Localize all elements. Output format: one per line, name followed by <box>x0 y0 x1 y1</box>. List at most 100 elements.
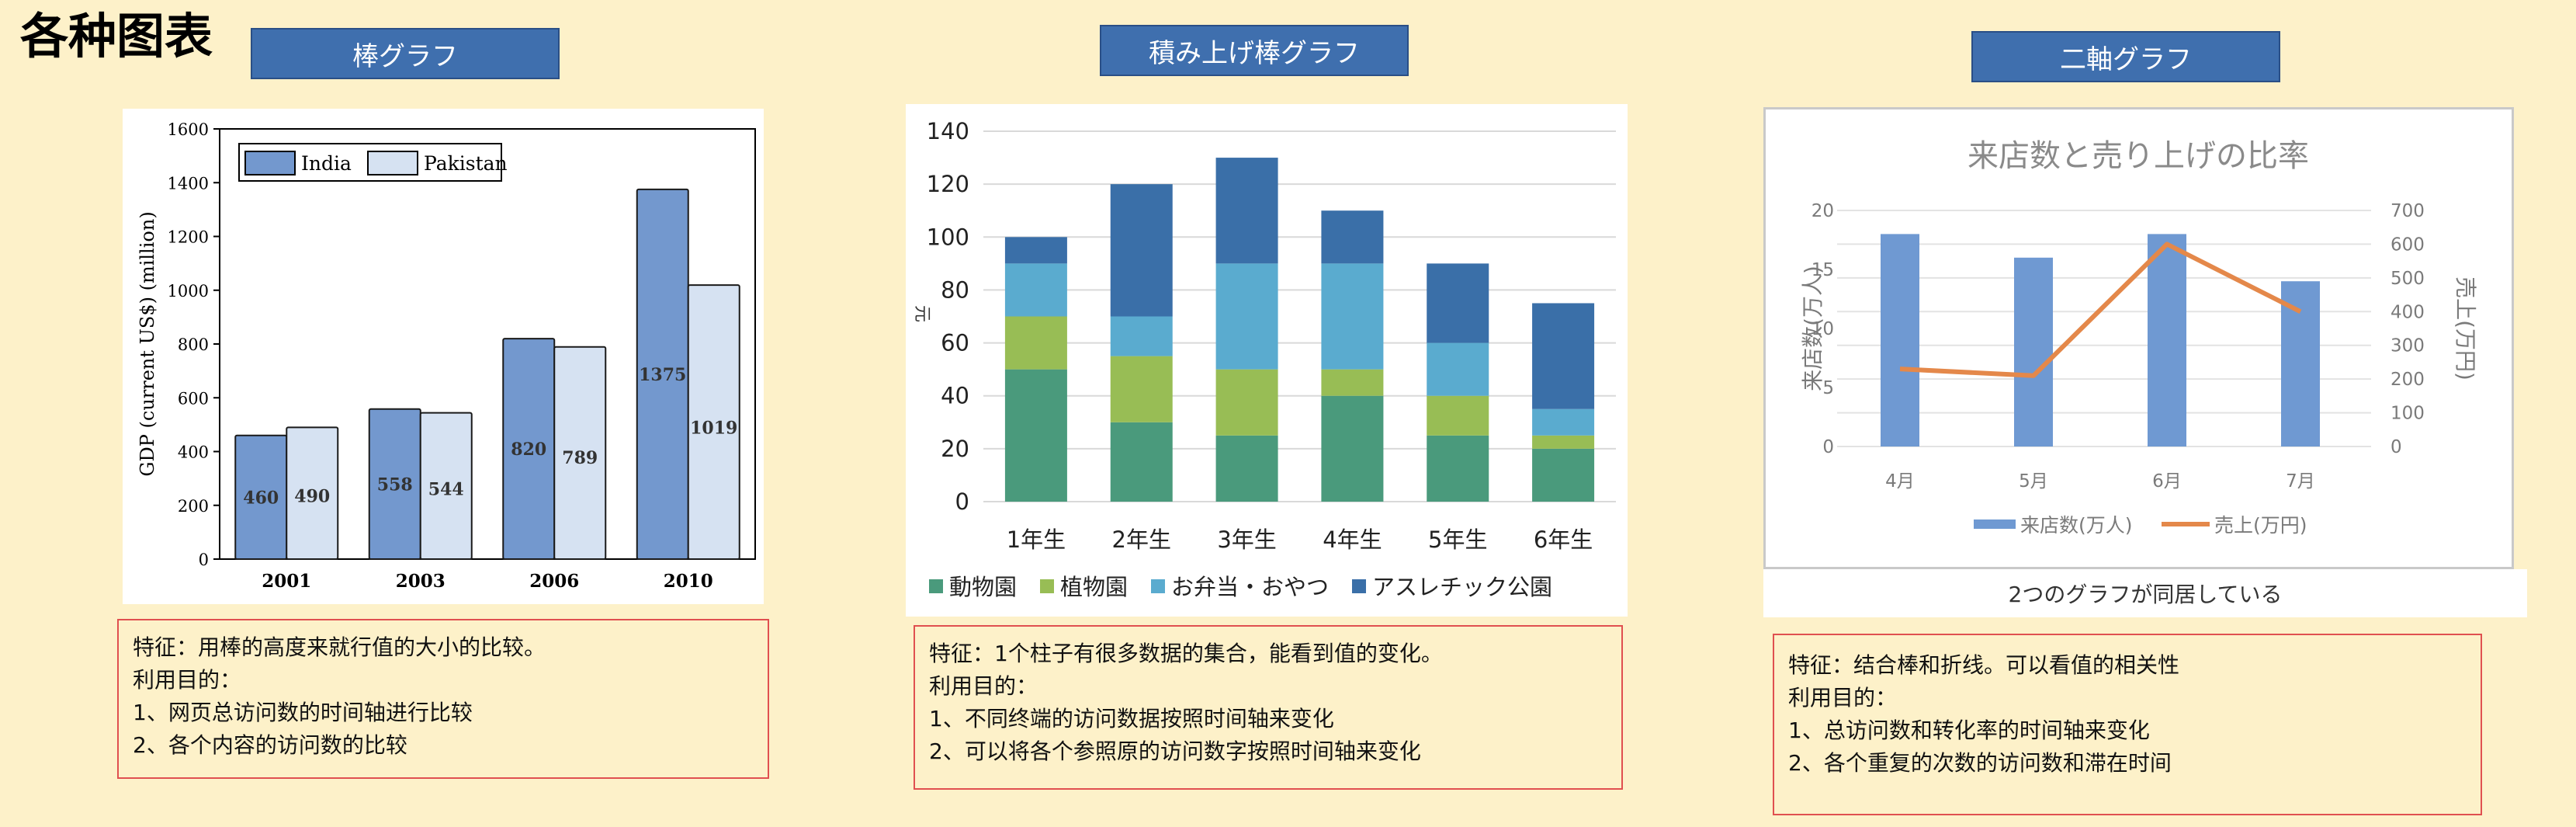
y-tick-label: 15 <box>1812 260 1834 280</box>
bar-segment <box>1215 369 1278 436</box>
bar-segment <box>1532 448 1595 502</box>
stacked-bar-chart: 0 20 40 60 80 100 120 140 元 1年生 2年生 3年生 4年生 5年生 6年生動物園… <box>912 118 1616 600</box>
legend-swatch <box>244 151 296 175</box>
data-label: 460 <box>243 488 279 508</box>
x-tick-label: 2年生 <box>1112 526 1171 553</box>
description-line: 利用目的： <box>1788 685 1898 711</box>
bar <box>687 284 740 560</box>
bar-segment <box>1321 210 1384 264</box>
bar-chart-panel: 0 200 400 600 800 1000 1200 1400 1600 GDP (curren… <box>123 109 764 604</box>
page-title: 各种图表 <box>20 8 213 64</box>
bar-segment <box>1532 303 1595 409</box>
y-tick-label: 400 <box>178 443 209 462</box>
data-label: 558 <box>377 474 413 495</box>
y2-tick-label: 500 <box>2391 269 2425 289</box>
y2-axis-label: 売上(万円) <box>2453 276 2478 380</box>
dual-axis-chart-description: 特征：结合棒和折线。可以看值的相关性 利用目的： 1、总访问数和转化率的时间轴来… <box>1773 634 2482 815</box>
x-tick-label: 7月 <box>2286 471 2315 492</box>
y-tick-label: 0 <box>1822 437 1834 457</box>
y2-tick-label: 0 <box>2391 437 2402 457</box>
y2-tick-label: 100 <box>2391 404 2425 424</box>
y2-tick-label: 600 <box>2391 235 2425 255</box>
description-line: 利用目的： <box>929 673 1038 699</box>
bar-chart: 0 200 400 600 800 1000 1200 1400 1600 GDP (curren… <box>137 120 756 592</box>
y-tick-label: 1400 <box>168 174 209 193</box>
x-tick-label: 5年生 <box>1428 526 1487 553</box>
bar <box>286 426 339 560</box>
bar-segment <box>1004 369 1067 502</box>
y-tick-label: 10 <box>1812 319 1834 339</box>
bar-segment <box>1427 435 1489 502</box>
y2-tick-label: 400 <box>2391 302 2425 322</box>
stacked-bar-chart-description: 特征：1个柱子有很多数据的集合，能看到值的变化。 利用目的： 1、不同终端的访问… <box>914 625 1623 790</box>
y-axis-label: 元 <box>912 305 931 322</box>
description-line: 1、不同终端的访问数据按照时间轴来变化 <box>929 706 1334 731</box>
data-label: 1019 <box>690 419 737 439</box>
description-line: 2、各个重复的次数的访问数和滞在时间 <box>1788 750 2172 776</box>
y-tick-label: 1200 <box>168 228 209 247</box>
bar-segment <box>1427 342 1489 396</box>
y-tick-label: 0 <box>955 488 969 515</box>
bar-segment <box>1215 435 1278 502</box>
description-line: 利用目的： <box>133 667 242 693</box>
bar-segment <box>1110 422 1173 502</box>
x-tick-label: 4月 <box>1885 471 1915 492</box>
bar-segment <box>1321 395 1384 502</box>
bar-chart-header: 棒グラフ <box>251 28 560 79</box>
bar-segment <box>1321 369 1384 396</box>
y-tick-label: 600 <box>178 389 209 408</box>
y2-tick-label: 700 <box>2391 201 2425 221</box>
legend-label: 来店数(万人) <box>2020 514 2133 537</box>
x-tick-label: 5月 <box>2019 471 2048 492</box>
y-tick-label: 40 <box>941 383 969 409</box>
bar <box>419 412 473 561</box>
plot-frame <box>219 128 756 560</box>
y-tick-label: 60 <box>941 330 969 356</box>
legend-swatch <box>929 579 943 593</box>
description-line: 2、可以将各个参照原的访问数字按照时间轴来变化 <box>929 738 1421 764</box>
y-tick-label: 120 <box>927 171 969 197</box>
data-label: 490 <box>294 487 330 507</box>
bar-segment <box>1532 435 1595 449</box>
description-line: 2、各个内容的访问数的比较 <box>133 732 407 758</box>
y-tick-label: 100 <box>927 224 969 250</box>
description-line: 1、总访问数和转化率的时间轴来变化 <box>1788 718 2150 743</box>
description-line: 1、网页总访问数的时间轴进行比较 <box>133 700 473 725</box>
bar-segment <box>1004 237 1067 264</box>
description-line: 特征：结合棒和折线。可以看值的相关性 <box>1788 652 2180 678</box>
legend-label: India <box>301 152 352 175</box>
dual-axis-chart-header: 二軸グラフ <box>1971 31 2280 82</box>
bar <box>553 346 607 560</box>
y-tick-label: 800 <box>178 335 209 354</box>
x-tick-label: 2003 <box>396 571 446 592</box>
dual-axis-chart: 来店数と売り上げの比率 0 100 200 300 400 500 600 700 0 5 10 15 2… <box>1800 138 2478 537</box>
description-line: 特征：1个柱子有很多数据的集合，能看到值的变化。 <box>929 641 1443 666</box>
bar <box>2014 257 2053 447</box>
legend-swatch <box>1151 579 1165 593</box>
y2-tick-label: 200 <box>2391 370 2425 390</box>
bar-segment <box>1110 316 1173 356</box>
stacked-bar-chart-header: 積み上げ棒グラフ <box>1100 25 1409 76</box>
bar-segment <box>1532 408 1595 436</box>
legend-label: お弁当・おやつ <box>1171 574 1329 600</box>
data-label: 789 <box>562 448 598 468</box>
bar-segment <box>1215 263 1278 370</box>
y-tick-label: 1600 <box>168 120 209 139</box>
legend-label: 動物園 <box>949 574 1017 600</box>
y-tick-label: 0 <box>199 551 209 569</box>
legend-label: Pakistan <box>424 152 508 175</box>
legend-swatch <box>1040 579 1054 593</box>
bar-segment <box>1004 263 1067 317</box>
x-tick-label: 4年生 <box>1323 526 1382 553</box>
y-tick-label: 5 <box>1822 378 1834 398</box>
dual-axis-chart-panel: 来店数と売り上げの比率 0 100 200 300 400 500 600 700 0 5 10 15 2… <box>1763 107 2514 569</box>
y-tick-label: 20 <box>1812 201 1834 221</box>
y-tick-label: 200 <box>178 497 209 516</box>
legend-swatch <box>1974 519 2016 529</box>
legend-swatch <box>367 151 418 175</box>
y-tick-label: 1000 <box>168 282 209 301</box>
y-axis-label: 来店数(万人) <box>1800 266 1825 391</box>
bar-chart-description: 特征：用棒的高度来就行值的大小的比较。 利用目的： 1、网页总访问数的时间轴进行… <box>117 619 769 779</box>
bar-segment <box>1215 158 1278 264</box>
bar-segment <box>1427 263 1489 343</box>
